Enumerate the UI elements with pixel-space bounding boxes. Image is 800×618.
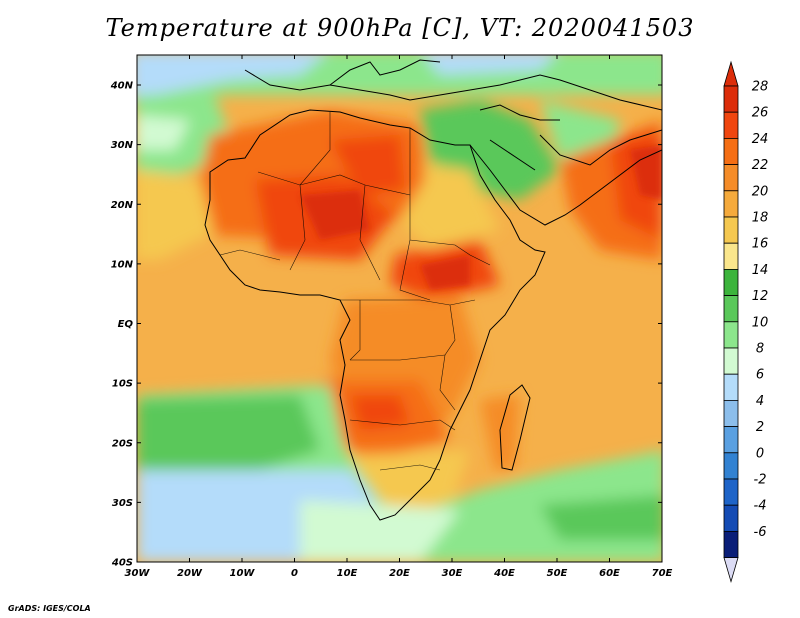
lon-tick-label: 30W bbox=[125, 568, 151, 579]
colorbar-label: 14 bbox=[752, 263, 769, 278]
colorbar-label: 8 bbox=[756, 342, 764, 357]
colorbar-segment bbox=[723, 531, 739, 559]
colorbar-label: 12 bbox=[752, 289, 769, 304]
colorbar-label: 22 bbox=[752, 158, 769, 173]
colorbar-max-arrow bbox=[723, 60, 739, 87]
lon-tick-label: 30E bbox=[442, 568, 463, 579]
colorbar-segment bbox=[723, 111, 739, 139]
longitude-axis: 30W 20W 10W 0 10E 20E 30E 40E 50E 60E 70E bbox=[125, 55, 673, 579]
grads-credit: GrADS: IGES/COLA bbox=[8, 604, 91, 613]
colorbar-segment bbox=[723, 268, 739, 296]
temperature-field bbox=[137, 55, 662, 562]
colorbar-label: 16 bbox=[752, 237, 769, 252]
lat-tick-label: 30N bbox=[111, 140, 134, 151]
lat-tick-label: 10N bbox=[111, 259, 134, 270]
colorbar-segment bbox=[723, 373, 739, 401]
lat-tick-label: 20N bbox=[111, 200, 134, 211]
colorbar-label: 28 bbox=[752, 80, 769, 95]
colorbar-segment bbox=[723, 452, 739, 480]
coastlines bbox=[204, 59, 662, 521]
lon-tick-label: 10W bbox=[230, 568, 256, 579]
lat-tick-label: EQ bbox=[118, 319, 134, 330]
lon-tick-label: 40E bbox=[493, 568, 515, 579]
colorbar-label: -2 bbox=[754, 473, 767, 488]
colorbar-label: 0 bbox=[756, 446, 764, 461]
colorbar-label: -4 bbox=[754, 499, 767, 514]
lat-tick-label: 40N bbox=[110, 81, 134, 92]
colorbar-segment bbox=[723, 295, 739, 323]
lon-tick-label: 20W bbox=[177, 568, 203, 579]
colorbar-label: 6 bbox=[756, 368, 764, 383]
colorbar-segment bbox=[723, 85, 739, 113]
colorbar-segment bbox=[723, 426, 739, 454]
lat-tick-label: 10S bbox=[112, 379, 133, 390]
lon-tick-label: 60E bbox=[599, 568, 620, 579]
colorbar-min-arrow bbox=[723, 557, 739, 584]
lon-tick-label: 20E bbox=[389, 568, 410, 579]
lat-tick-label: 40S bbox=[111, 558, 133, 569]
colorbar-label: 24 bbox=[752, 132, 769, 147]
country-borders bbox=[219, 112, 491, 471]
colorbar-segment bbox=[723, 347, 739, 375]
lat-tick-label: 30S bbox=[112, 498, 133, 509]
colorbar-label: 4 bbox=[756, 394, 764, 409]
colorbar-segment bbox=[723, 164, 739, 192]
colorbar-segment bbox=[723, 399, 739, 427]
colorbar-segment bbox=[723, 504, 739, 532]
lon-tick-label: 0 bbox=[291, 568, 298, 579]
colorbar-label: -6 bbox=[754, 525, 767, 540]
latitude-axis: 40N 30N 20N 10N EQ 10S 20S 30S 40S bbox=[110, 81, 662, 569]
colorbar-label: 2 bbox=[756, 420, 764, 435]
lon-tick-label: 10E bbox=[337, 568, 358, 579]
lon-tick-label: 70E bbox=[652, 568, 673, 579]
colorbar-segment bbox=[723, 242, 739, 270]
lon-tick-label: 50E bbox=[547, 568, 568, 579]
colorbar-label: 20 bbox=[752, 184, 769, 199]
colorbar-segment bbox=[723, 478, 739, 506]
colorbar-label: 26 bbox=[752, 106, 769, 121]
colorbar-segment bbox=[723, 321, 739, 349]
colorbar-segment bbox=[723, 216, 739, 244]
chart-title: Temperature at 900hPa [C], VT: 202004150… bbox=[105, 14, 695, 42]
colorbar-label: 10 bbox=[752, 315, 769, 330]
colorbar-segment bbox=[723, 137, 739, 165]
colorbar-label: 18 bbox=[752, 211, 769, 226]
lat-tick-label: 20S bbox=[112, 438, 133, 449]
colorbar-segment bbox=[723, 190, 739, 218]
